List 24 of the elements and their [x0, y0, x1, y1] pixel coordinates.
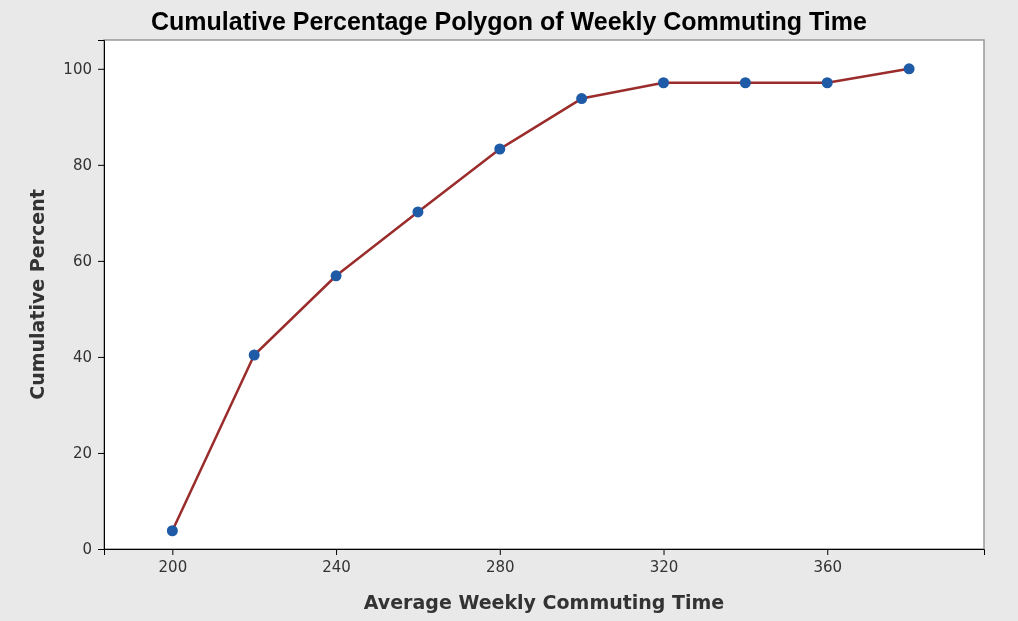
x-tick-label: 360 [813, 557, 843, 576]
x-tick-label: 240 [322, 557, 351, 576]
point [739, 77, 751, 89]
point [494, 143, 506, 155]
y-tick-label: 80 [72, 156, 92, 175]
y-tick-label: 0 [82, 540, 92, 559]
point [576, 93, 588, 105]
chart-title: Cumulative Percentage Polygon of Weekly Commuting Time [151, 7, 868, 35]
x-tick-label: 280 [485, 557, 515, 576]
y-axis-title: Cumulative Percent [26, 189, 48, 400]
point [248, 349, 260, 361]
y-tick-label: 60 [72, 252, 92, 271]
point [903, 63, 915, 75]
point [821, 77, 833, 89]
point [412, 206, 424, 218]
y-tick-label: 100 [63, 60, 92, 79]
y-tick-label: 40 [72, 348, 92, 367]
x-tick-label: 200 [158, 557, 188, 576]
y-tick-label: 20 [72, 444, 92, 463]
x-axis-title: Average Weekly Commuting Time [363, 591, 725, 613]
point [330, 270, 342, 282]
x-tick-label: 320 [649, 557, 679, 576]
point [658, 77, 670, 89]
point [166, 525, 178, 537]
